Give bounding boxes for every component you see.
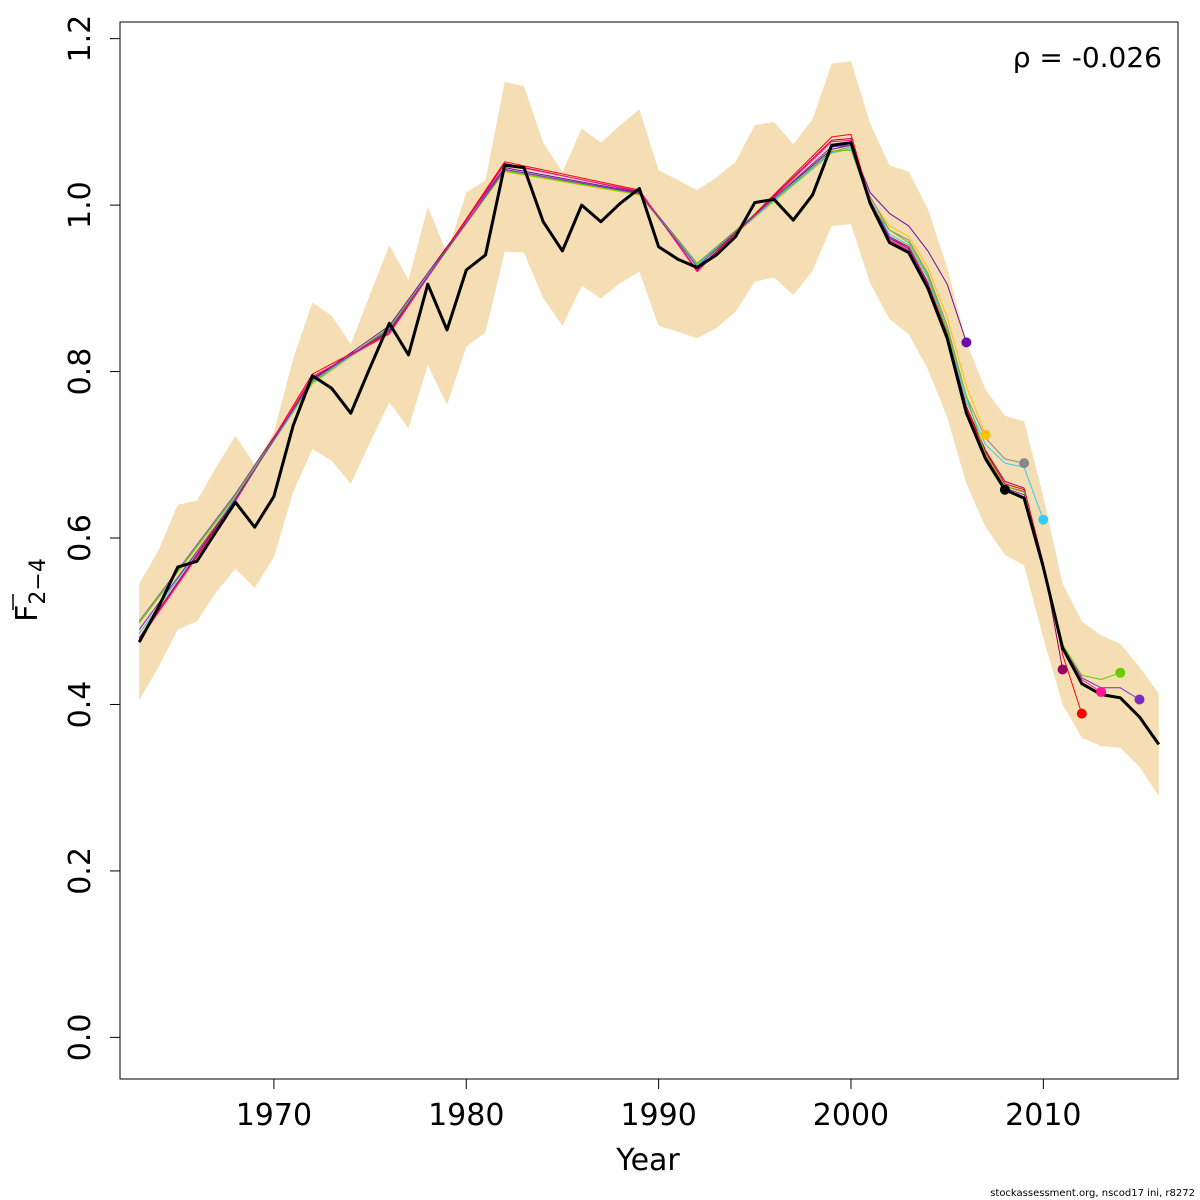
y-tick-label: 0.0 [63, 1014, 98, 1062]
endpoint-marker-6 [1076, 708, 1087, 719]
y-axis: 0.0 0.2 0.4 0.6 0.8 1.0 1.2 [63, 15, 121, 1062]
rho-annotation: ρ = -0.026 [1013, 41, 1162, 74]
y-tick-label: 0.6 [63, 514, 98, 562]
confidence-band-area [139, 61, 1159, 797]
endpoint-marker-4 [1038, 514, 1049, 525]
y-axis-title: F2−4 [10, 558, 51, 622]
x-tick-label: 1980 [428, 1098, 504, 1133]
series-line-main [137, 141, 1161, 746]
y-axis-title-sub: 2−4 [26, 558, 51, 604]
endpoint-marker-2 [980, 429, 991, 440]
y-tick-label: 1.0 [63, 181, 98, 229]
endpoint-marker-5 [1057, 664, 1068, 675]
y-tick-label: 0.4 [63, 681, 98, 729]
x-tick-label: 1990 [620, 1098, 696, 1133]
endpoint-markers [961, 337, 1145, 719]
x-axis: 1970 1980 1990 2000 2010 [236, 1078, 1082, 1133]
endpoint-marker-1 [961, 337, 972, 348]
x-tick-label: 1970 [236, 1098, 312, 1133]
endpoint-marker-8 [1115, 667, 1126, 678]
endpoint-marker-0 [999, 484, 1010, 495]
confidence-band [139, 61, 1159, 797]
y-tick-label: 1.2 [63, 15, 98, 63]
credit-text: stockassessment.org, nscod17 ini, r8272 [990, 1188, 1195, 1199]
x-axis-title: Year [615, 1143, 680, 1178]
x-tick-label: 2010 [1005, 1098, 1081, 1133]
series-lines [137, 133, 1161, 746]
y-tick-label: 0.8 [63, 348, 98, 396]
svg-text:F2−4: F2−4 [10, 558, 51, 622]
y-tick-label: 0.2 [63, 847, 98, 895]
endpoint-marker-7 [1096, 687, 1107, 697]
y-axis-title-base: F [10, 605, 45, 622]
x-tick-label: 2000 [813, 1098, 889, 1133]
endpoint-marker-3 [1019, 458, 1030, 469]
endpoint-marker-9 [1134, 694, 1145, 705]
